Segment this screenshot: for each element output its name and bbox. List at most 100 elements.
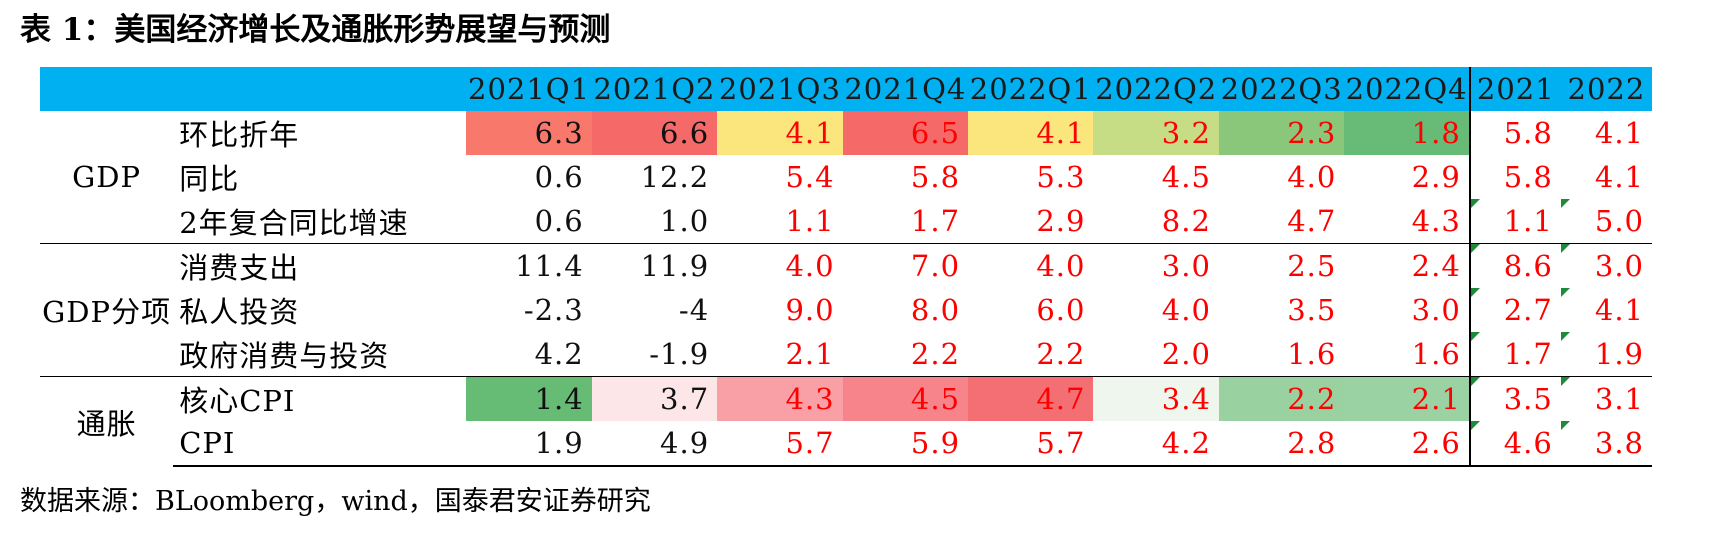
value-cell: 4.1	[1560, 288, 1652, 332]
value-cell: 0.6	[534, 160, 584, 194]
value-cell: 2.9	[1411, 160, 1461, 194]
value-cell: 1.7	[1468, 332, 1561, 377]
value-cell: 4.0	[1287, 160, 1337, 194]
value-cell: 4.6	[1468, 421, 1561, 467]
value-cell: 4.1	[717, 111, 843, 155]
table-row: CPI 1.9 4.9 5.7 5.9 5.7 4.2 2.8 2.6 4.6 3.8	[40, 421, 1652, 467]
value-cell: 4.1	[968, 111, 1094, 155]
group-label: 通胀	[40, 376, 174, 466]
value-cell: 9.0	[785, 293, 835, 327]
row-label: 核心CPI	[173, 376, 467, 421]
value-cell: 6.6	[591, 111, 718, 155]
group-label: GDP	[72, 160, 142, 194]
value-cell: 3.2	[1093, 111, 1219, 155]
value-cell: 6.0	[1036, 293, 1086, 327]
value-cell: 4.2	[534, 337, 584, 371]
value-cell: 3.0	[1560, 243, 1652, 288]
column-header: 2021	[1468, 67, 1561, 111]
value-cell: 5.0	[1560, 199, 1652, 244]
column-header: 2022	[1560, 67, 1652, 111]
value-cell: 4.7	[968, 376, 1094, 421]
value-cell: 1.6	[1411, 337, 1461, 371]
value-cell: 2.2	[1218, 376, 1345, 421]
value-cell: 4.3	[717, 376, 843, 421]
value-cell: 2.1	[785, 337, 835, 371]
value-cell: 11.9	[591, 243, 718, 288]
value-cell: 4.0	[968, 243, 1094, 288]
table-row: GDP分项 消费支出 11.4 11.9 4.0 7.0 4.0 3.0 2.5 2.4 8.6 3.…	[40, 243, 1652, 377]
value-cell: 8.2	[1161, 204, 1211, 238]
value-cell: 1.7	[910, 204, 961, 238]
row-label: 环比折年	[179, 118, 300, 152]
value-cell: -2.3	[523, 293, 584, 327]
value-cell: -1.9	[649, 337, 710, 371]
forecast-table: 2021Q1 2021Q2 2021Q3 2021Q4 2022Q1 2022Q…	[40, 67, 1652, 467]
column-header: 2022Q1	[968, 67, 1094, 111]
value-cell: 2.9	[1036, 204, 1086, 238]
row-label: 2年复合同比增速	[179, 206, 409, 240]
value-cell: 5.7	[717, 421, 843, 467]
value-cell: 4.5	[842, 376, 969, 421]
header-blank	[173, 67, 467, 111]
value-cell: 1.9	[1560, 332, 1652, 377]
row-label: 政府消费与投资	[179, 339, 390, 373]
value-cell: 8.6	[1468, 243, 1561, 288]
value-cell: 2.2	[1036, 337, 1086, 371]
value-cell: 2.5	[1218, 243, 1345, 288]
value-cell: 4.2	[1093, 421, 1219, 467]
value-cell: 4.1	[1594, 116, 1644, 150]
table-row: 同比 0.6 12.2 5.4 5.8 5.3 4.5 4.0 2.9 5.8 4.1	[40, 155, 1652, 199]
table-title: 表 1：美国经济增长及通胀形势展望与预测	[20, 12, 611, 48]
column-header: 2021Q2	[591, 67, 718, 111]
row-label: CPI	[173, 421, 467, 467]
value-cell: 0.6	[534, 204, 584, 238]
value-cell: 3.5	[1287, 293, 1337, 327]
header-row: 2021Q1 2021Q2 2021Q3 2021Q4 2022Q1 2022Q…	[40, 67, 1652, 111]
value-cell: 1.9	[466, 421, 592, 467]
value-cell: 1.8	[1344, 111, 1470, 155]
table-row: 2年复合同比增速 0.6 1.0 1.1 1.7 2.9 8.2 4.7 4.3 1.1 5.0	[40, 199, 1652, 244]
value-cell: 1.4	[466, 376, 592, 421]
column-header: 2022Q3	[1218, 67, 1345, 111]
value-cell: 3.0	[1411, 293, 1461, 327]
value-cell: 6.3	[466, 111, 592, 155]
row-label: 消费支出	[173, 243, 467, 288]
table-row: 私人投资 -2.3 -4 9.0 8.0 6.0 4.0 3.5 3.0 2.7 4.1	[40, 288, 1652, 332]
value-cell: 2.6	[1344, 421, 1470, 467]
value-cell: 2.8	[1218, 421, 1345, 467]
value-cell: 12.2	[640, 160, 710, 194]
group-label: GDP分项	[40, 243, 174, 377]
value-cell: 6.5	[842, 111, 969, 155]
value-cell: 4.5	[1161, 160, 1211, 194]
value-cell: 1.1	[1468, 199, 1561, 244]
value-cell: 3.5	[1468, 376, 1561, 421]
table-row: GDP 环比折年 6.3 6.6 4.1 6.5 4.1 3.2 2.3 1.8 5.8 4.1	[40, 111, 1652, 194]
value-cell: -4	[678, 293, 710, 327]
value-cell: 7.0	[842, 243, 969, 288]
value-cell: 4.1	[1594, 160, 1644, 194]
value-cell: 3.4	[1093, 376, 1219, 421]
column-header: 2021Q3	[717, 67, 843, 111]
value-cell: 3.1	[1560, 376, 1652, 421]
value-cell: 2.1	[1344, 376, 1470, 421]
column-header: 2021Q1	[466, 67, 592, 111]
table-row: 政府消费与投资 4.2 -1.9 2.1 2.2 2.2 2.0 1.6 1.6 1.7 1.9	[40, 332, 1652, 377]
column-header: 2022Q4	[1344, 67, 1470, 111]
value-cell: 2.4	[1344, 243, 1470, 288]
value-cell: 5.4	[785, 160, 835, 194]
value-cell: 1.6	[1287, 337, 1337, 371]
value-cell: 4.7	[1287, 204, 1337, 238]
value-cell: 11.4	[466, 243, 592, 288]
column-header: 2021Q4	[842, 67, 969, 111]
value-cell: 4.3	[1411, 204, 1461, 238]
value-cell: 4.9	[591, 421, 718, 467]
value-cell: 1.1	[785, 204, 835, 238]
value-cell: 5.7	[968, 421, 1094, 467]
value-cell: 2.0	[1161, 337, 1211, 371]
value-cell: 5.8	[910, 160, 961, 194]
value-cell: 1.0	[660, 204, 710, 238]
table-body: GDP 环比折年 6.3 6.6 4.1 6.5 4.1 3.2 2.3 1.8 5.8 4.1 同比 0…	[40, 111, 1652, 467]
column-header: 2022Q2	[1093, 67, 1219, 111]
value-cell: 4.0	[1161, 293, 1211, 327]
value-cell: 4.0	[717, 243, 843, 288]
